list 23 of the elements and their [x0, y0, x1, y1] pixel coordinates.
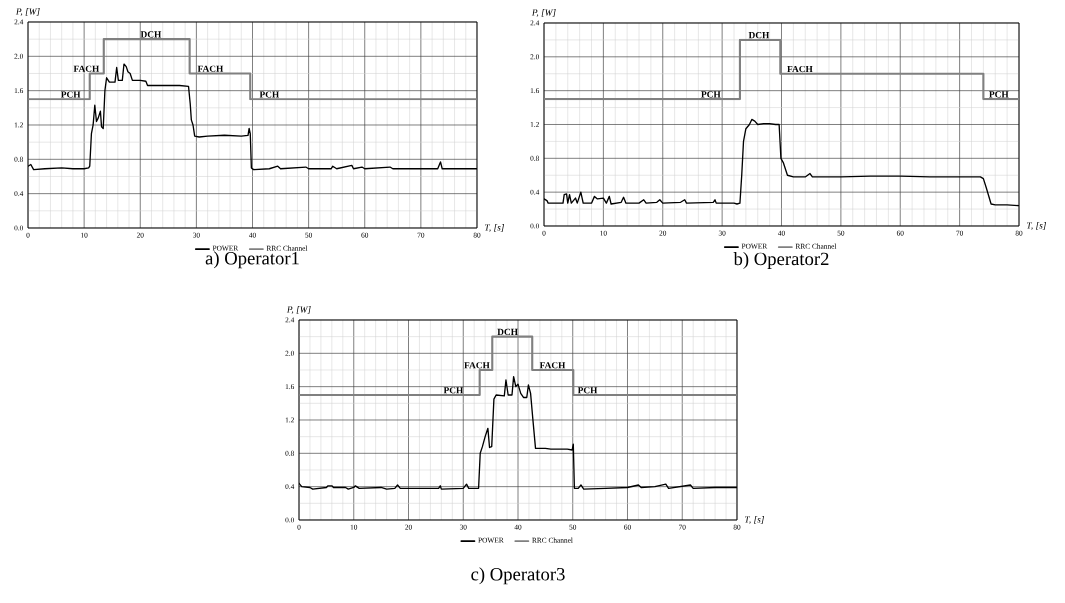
y-axis-title: P, [W]: [15, 8, 40, 16]
x-axis-title: T, [s]: [484, 224, 505, 232]
text: c) Operator3: [471, 567, 565, 585]
x-axis-title: T, [s]: [1026, 222, 1047, 230]
annotation: DCH: [497, 328, 518, 336]
annotation: FACH: [197, 65, 224, 72]
annotation: FACH: [539, 362, 566, 369]
annotation: PCH: [259, 91, 280, 98]
y-axis-title: P, [W]: [531, 9, 556, 17]
x-axis-title: T, [s]: [744, 516, 764, 524]
annotation: FACH: [464, 362, 490, 369]
annotation: PCH: [577, 387, 598, 394]
text: a) Operator1: [205, 251, 299, 269]
annotation: PCH: [701, 91, 721, 98]
annotation: DCH: [748, 32, 770, 39]
annotation: FACH: [73, 65, 100, 72]
annotation: PCH: [443, 387, 464, 394]
annotation: PCH: [989, 91, 1009, 98]
annotation: FACH: [787, 65, 813, 73]
text: b) Operator2: [733, 252, 829, 269]
annotation: DCH: [140, 31, 162, 38]
annotation: PCH: [60, 91, 81, 98]
y-axis-title: P, [W]: [286, 306, 311, 314]
